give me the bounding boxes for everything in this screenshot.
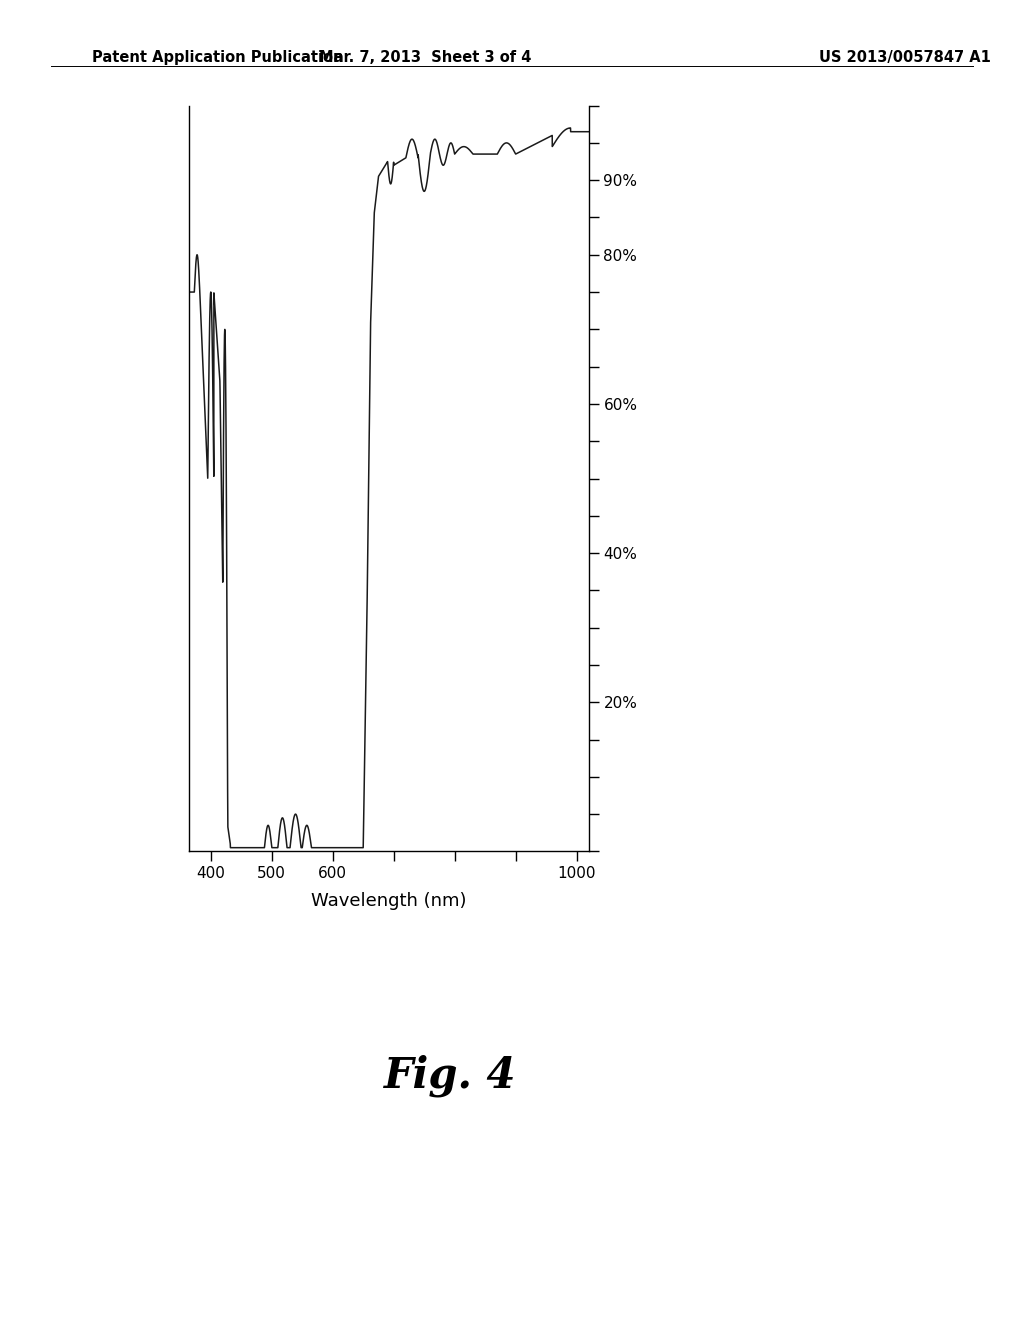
- Text: Mar. 7, 2013  Sheet 3 of 4: Mar. 7, 2013 Sheet 3 of 4: [318, 50, 531, 65]
- X-axis label: Wavelength (nm): Wavelength (nm): [311, 892, 467, 909]
- Text: US 2013/0057847 A1: US 2013/0057847 A1: [819, 50, 991, 65]
- Text: Patent Application Publication: Patent Application Publication: [92, 50, 344, 65]
- Text: Fig. 4: Fig. 4: [384, 1055, 517, 1097]
